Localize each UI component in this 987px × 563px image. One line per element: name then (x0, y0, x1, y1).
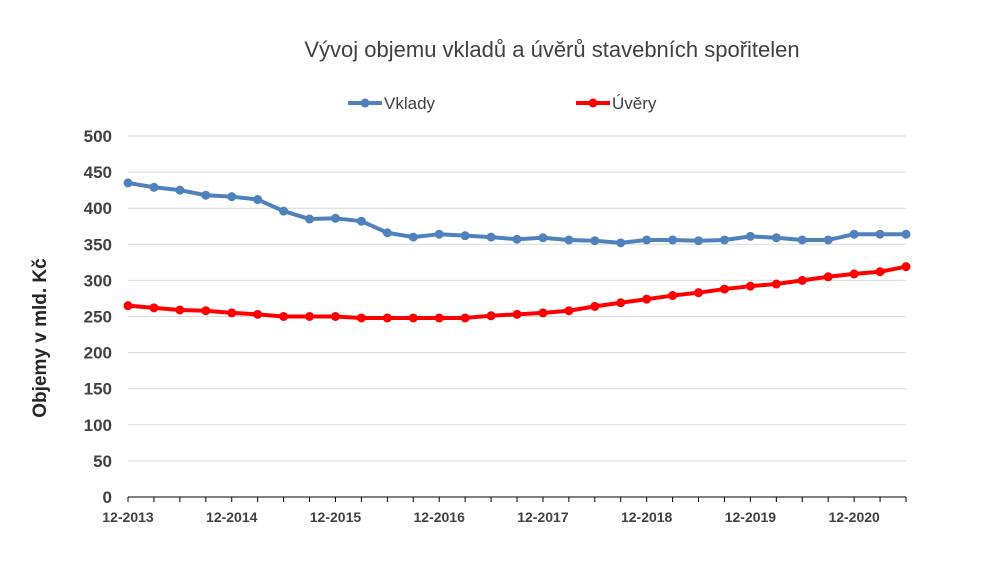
data-point (823, 272, 833, 282)
x-tick-label: 12-2017 (517, 509, 569, 525)
data-point (279, 206, 289, 216)
data-point (201, 190, 211, 200)
data-point (849, 269, 859, 279)
x-tick-label: 12-2013 (102, 509, 154, 525)
data-point (797, 275, 807, 285)
data-point (901, 229, 911, 239)
data-point (149, 303, 159, 313)
legend-label: Úvěry (612, 94, 657, 113)
series-group (123, 178, 911, 323)
data-point (305, 214, 315, 224)
data-point (875, 229, 885, 239)
x-axis: 12-2013 12-2014 12-2015 12-2016 12-2017 12-20… (102, 496, 907, 525)
gridlines (128, 135, 906, 462)
data-point (330, 213, 340, 223)
data-point (538, 233, 548, 243)
data-point (538, 308, 548, 318)
data-point (175, 185, 185, 195)
data-point (771, 279, 781, 289)
data-point (849, 229, 859, 239)
data-point (356, 313, 366, 323)
y-tick-label: 400 (84, 199, 112, 218)
data-point (823, 235, 833, 245)
y-tick-label: 150 (84, 380, 112, 399)
data-point (719, 284, 729, 294)
data-point (512, 309, 522, 319)
data-point (616, 298, 626, 308)
y-tick-label: 0 (103, 488, 112, 507)
y-tick-label: 50 (93, 452, 112, 471)
data-point (719, 235, 729, 245)
data-point (512, 234, 522, 244)
data-point (201, 306, 211, 316)
y-tick-label: 100 (84, 416, 112, 435)
x-tick-label: 12-2014 (206, 509, 258, 525)
series-line (127, 180, 906, 245)
data-point (564, 306, 574, 316)
legend: Vklady Úvěry (348, 94, 657, 113)
y-tick-label: 350 (84, 235, 112, 254)
data-point (642, 235, 652, 245)
data-point (797, 235, 807, 245)
y-tick-label: 300 (84, 271, 112, 290)
x-tick-label: 12-2019 (725, 509, 777, 525)
data-point (434, 313, 444, 323)
data-point (668, 235, 678, 245)
data-point (356, 216, 366, 226)
data-point (434, 229, 444, 239)
data-point (642, 294, 652, 304)
chart-title: Vývoj objemu vkladů a úvěrů stavebních s… (304, 37, 799, 62)
legend-marker (588, 98, 598, 108)
data-point (227, 192, 237, 202)
data-point (616, 238, 626, 248)
data-point (408, 313, 418, 323)
data-point (875, 267, 885, 277)
data-point (460, 231, 470, 241)
data-point (694, 288, 704, 298)
data-point (305, 312, 315, 321)
data-point (253, 309, 263, 319)
legend-marker (360, 98, 370, 108)
data-point (901, 262, 911, 272)
data-point (590, 236, 600, 246)
data-point (486, 232, 496, 242)
y-axis-label: Objemy v mld. Kč (30, 258, 51, 418)
legend-label: Vklady (384, 94, 436, 113)
data-point (279, 312, 289, 321)
data-point (330, 312, 340, 321)
y-axis-ticks: 0 50 100 150 200 250 300 350 400 450 500 (84, 127, 112, 507)
data-point (227, 308, 237, 318)
x-tick-label: 12-2018 (621, 509, 673, 525)
data-point (382, 313, 392, 323)
data-point (123, 301, 133, 311)
data-point (175, 305, 185, 315)
y-tick-label: 450 (84, 163, 112, 182)
data-point (123, 178, 133, 188)
data-point (745, 281, 755, 291)
data-point (460, 313, 470, 323)
y-tick-label: 200 (84, 344, 112, 363)
x-tick-label: 12-2016 (414, 509, 466, 525)
y-tick-label: 500 (84, 127, 112, 146)
data-point (668, 291, 678, 301)
y-tick-label: 250 (84, 308, 112, 327)
data-point (564, 235, 574, 245)
data-point (149, 182, 159, 192)
data-point (253, 195, 263, 205)
data-point (771, 233, 781, 243)
data-point (590, 301, 600, 311)
data-point (382, 228, 392, 238)
data-point (486, 311, 496, 321)
data-point (694, 236, 704, 246)
data-point (408, 232, 418, 242)
x-tick-label: 12-2020 (828, 509, 880, 525)
x-tick-label: 12-2015 (310, 509, 362, 525)
data-point (745, 231, 755, 241)
